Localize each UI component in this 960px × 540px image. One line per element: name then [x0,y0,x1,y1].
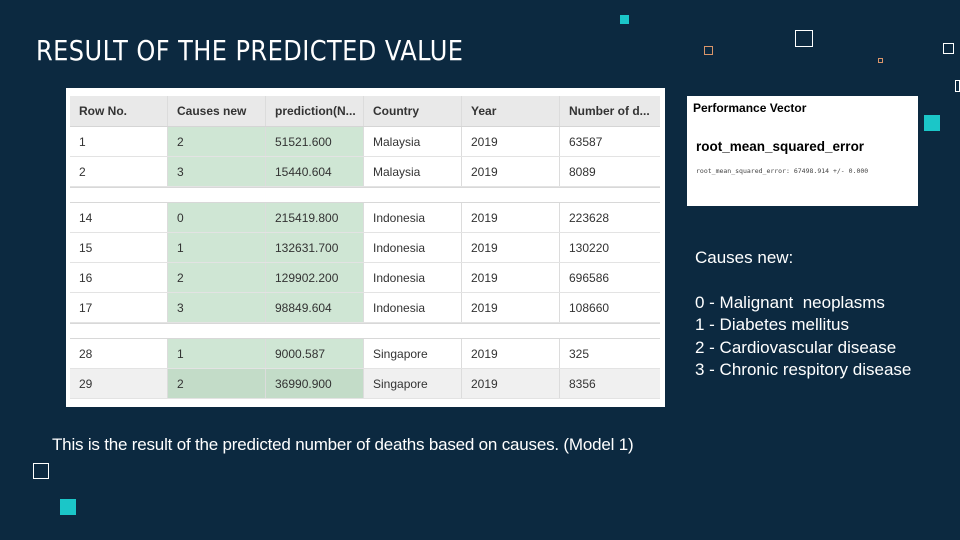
table-cell: 2019 [462,157,560,186]
table-cell: 215419.800 [266,203,364,232]
table-cell: 129902.200 [266,263,364,292]
slide-title: RESULT OF THE PREDICTED VALUE [36,34,464,67]
table-row[interactable]: 16 2 129902.200 Indonesia 2019 696586 [70,263,660,293]
table-cell: Malaysia [364,127,462,156]
table-cell: 2019 [462,203,560,232]
table-cell: 63587 [569,134,603,149]
table-cell: Indonesia [364,293,462,322]
table-cell: 0 [168,203,266,232]
table-cell: 132631.700 [266,233,364,262]
decor-square [955,80,960,92]
table-header: Row No. Causes new prediction(N... Count… [70,96,660,127]
table-cell: Singapore [364,369,462,398]
table-cell: Indonesia [364,203,462,232]
table-cell: 696586 [569,270,610,285]
prediction-table: Row No. Causes new prediction(N... Count… [70,96,660,399]
table-cell: 16 [70,263,168,292]
table-cell: 1 [70,127,168,156]
table-gap [70,187,660,203]
legend-item: 3 - Chronic respitory disease [695,360,912,379]
table-cell: 130220 [569,240,610,255]
table-cell: 2 [168,263,266,292]
decor-square [33,463,49,479]
table-row[interactable]: 28 1 9000.587 Singapore 2019 325 [70,339,660,369]
table-row[interactable]: 29 2 36990.900 Singapore 2019 8356 [70,369,660,399]
table-cell: 2019 [462,233,560,262]
legend-item: 1 - Diabetes mellitus [695,315,850,334]
performance-vector-panel: Performance Vector root_mean_squared_err… [687,96,918,206]
table-cell: 29 [70,369,168,398]
table-cell: 108660 [569,300,610,315]
table-cell: 2 [168,127,266,156]
table-cell: 8089 [569,164,596,179]
table-cell: 2 [70,157,168,186]
table-row[interactable]: 14 0 215419.800 Indonesia 2019 223628 [70,203,660,233]
decor-square [795,30,813,47]
table-cell: 17 [70,293,168,322]
decor-square [924,115,940,131]
column-header[interactable]: Row No. [70,96,168,126]
table-cell: 325 [569,346,590,361]
column-header[interactable]: Causes new [168,96,266,126]
table-cell: 9000.587 [266,339,364,368]
table-cell: 2019 [462,369,560,398]
decor-square [620,15,629,24]
table-cell: 2019 [462,263,560,292]
table-row[interactable]: 17 3 98849.604 Indonesia 2019 108660 [70,293,660,323]
table-cell: 2019 [462,127,560,156]
table-cell: 2019 [462,339,560,368]
performance-title: Performance Vector [693,101,807,115]
legend-item: 2 - Cardiovascular disease [695,337,897,357]
table-row[interactable]: 1 2 51521.600 Malaysia 2019 63587 [70,127,660,157]
table-cell: Singapore [364,339,462,368]
decor-square [704,46,713,55]
table-cell: 15 [70,233,168,262]
table-cell: 51521.600 [266,127,364,156]
table-cell: 8356 [569,376,596,391]
table-cell: Malaysia [364,157,462,186]
table-cell: 98849.604 [266,293,364,322]
column-header[interactable]: Country [364,96,462,126]
table-cell: 3 [168,157,266,186]
table-cell: 28 [70,339,168,368]
decor-square [60,499,76,515]
decor-square [878,58,883,63]
table-row[interactable]: 15 1 132631.700 Indonesia 2019 130220 [70,233,660,263]
table-cell: 3 [168,293,266,322]
legend-heading: Causes new: [695,248,794,267]
causes-legend: Causes new: 0 - Malignant neoplasms 1 - … [695,247,911,382]
table-cell: 36990.900 [266,369,364,398]
table-cell: 2 [168,369,266,398]
prediction-table-screenshot: Row No. Causes new prediction(N... Count… [66,88,665,407]
table-cell: 223628 [569,210,610,225]
table-cell: 1 [168,339,266,368]
decor-square [943,43,954,54]
table-cell: 2019 [462,293,560,322]
column-header[interactable]: Year [462,96,560,126]
legend-item: 0 - Malignant neoplasms [695,292,885,312]
table-cell: 15440.604 [266,157,364,186]
table-cell: Indonesia [364,263,462,292]
table-gap [70,323,660,339]
column-header[interactable]: prediction(N... [266,96,364,126]
table-cell: Indonesia [364,233,462,262]
column-header[interactable]: Number of d... [569,104,650,118]
table-cell: 14 [70,203,168,232]
table-cell: 1 [168,233,266,262]
performance-metric-value: root_mean_squared_error: 67498.914 +/- 0… [696,167,869,175]
performance-metric-name: root_mean_squared_error [696,139,865,154]
table-row[interactable]: 2 3 15440.604 Malaysia 2019 8089 [70,157,660,187]
slide-caption: This is the result of the predicted numb… [52,435,634,454]
